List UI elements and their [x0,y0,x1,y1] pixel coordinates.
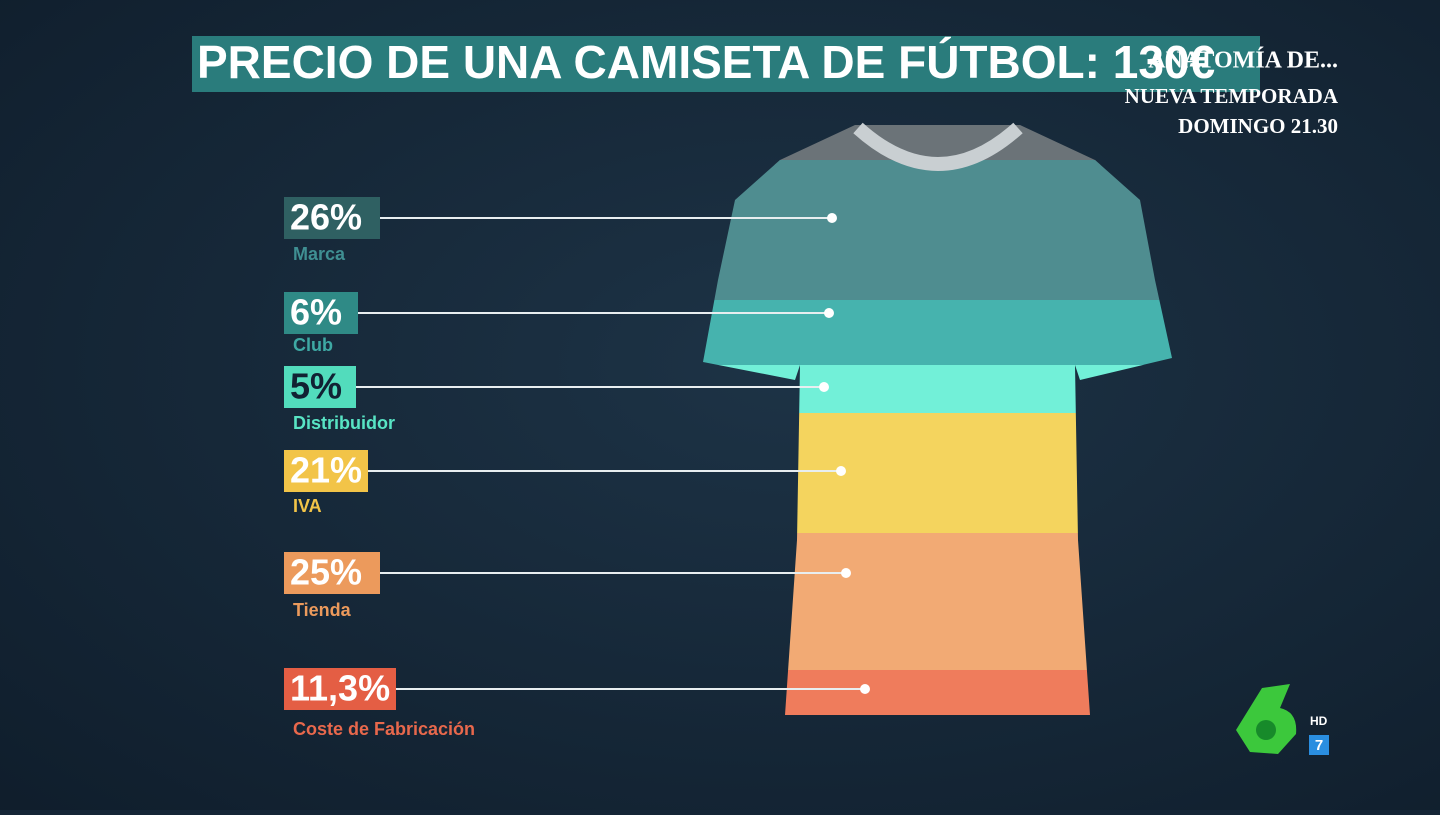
shirt-band [703,300,1172,365]
logo-six [1236,684,1297,754]
logo-badge [1309,735,1329,755]
percent-label: 25% [290,552,362,593]
leader-dot [819,382,829,392]
neckline [853,122,1023,171]
item-name: Coste de Fabricación [293,719,475,739]
percent-label: 26% [290,197,362,238]
label-box [284,668,396,710]
percent-label: 11,3% [290,668,390,709]
logo-channel: 7 [1315,737,1323,754]
program-name: ANATOMÍA DE... [1148,48,1338,74]
leader-dot [836,466,846,476]
percent-label: 5% [290,366,342,407]
logo-hole [1256,720,1276,740]
leader-dot [827,213,837,223]
program-time: DOMINGO 21.30 [1178,114,1338,138]
leader-dot [860,684,870,694]
leader-dot [824,308,834,318]
label-box [284,552,380,594]
title-bar [192,36,1260,92]
label-box [284,450,368,492]
item-name: Distribuidor [293,413,395,433]
label-box [284,197,380,239]
program-line: NUEVA TEMPORADA [1125,84,1339,108]
item-name: IVA [293,496,322,516]
item-name: Marca [293,244,346,264]
leader-dot [841,568,851,578]
label-box [284,292,358,334]
label-box [284,366,356,408]
percent-label: 6% [290,292,342,333]
logo-hd: HD [1310,714,1328,728]
shirt-band [703,160,1172,300]
item-name: Tienda [293,600,352,620]
item-name: Club [293,335,333,355]
title: PRECIO DE UNA CAMISETA DE FÚTBOL: 130€ [197,36,1215,88]
percent-label: 21% [290,450,362,491]
